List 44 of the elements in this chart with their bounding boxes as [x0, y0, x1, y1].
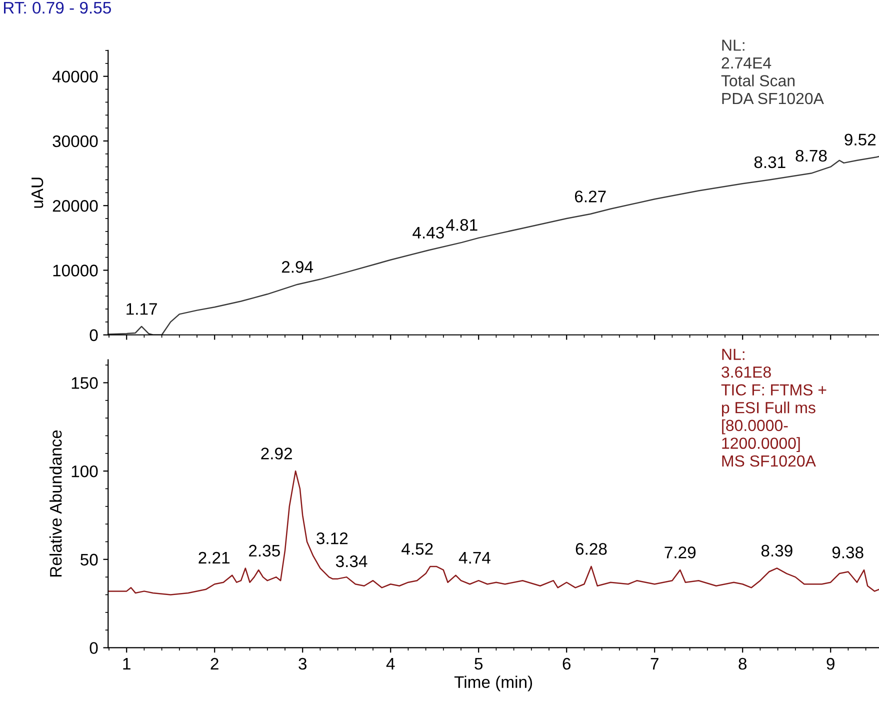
y-tick-label: 100	[72, 465, 98, 478]
annotation: 4.52	[402, 543, 433, 555]
x-tick-label: 1	[123, 658, 130, 670]
annotation: 6.28	[576, 543, 607, 555]
y-tick-label: 0	[90, 329, 98, 342]
y-tick-label: 50	[80, 554, 98, 566]
annotation: 8.31	[754, 156, 786, 168]
annotation: NL: 3.61E8 TIC F: FTMS + p ESI Full ms [80.0000- 1200.0000] MS SF1020A	[721, 348, 826, 467]
text: RT: 0.79 - 9.55	[4, 2, 111, 14]
annotation: 4.74	[458, 552, 490, 564]
annotation: NL: 2.74E4 Total Scan PDA SF1020A	[721, 40, 824, 104]
line-series	[108, 470, 879, 596]
x-tick-label: 2	[210, 658, 218, 670]
annotation: 9.38	[832, 546, 864, 558]
y-tick-label: 10000	[53, 264, 98, 276]
annotation: 7.29	[664, 546, 696, 558]
x-tick-label: 6	[562, 658, 570, 670]
annotation: 1.17	[126, 303, 157, 315]
y-tick-label: 150	[72, 377, 98, 389]
annotation: 6.27	[574, 190, 606, 202]
y-tick-label: 0	[90, 642, 98, 654]
x-tick-label: 3	[298, 658, 306, 670]
annotation: 2.21	[198, 552, 230, 564]
x-tick-label: 4	[386, 658, 395, 670]
y-tick-label: 40000	[52, 70, 98, 83]
annotation: 4.81	[446, 219, 478, 231]
y-tick-label: 20000	[52, 200, 98, 212]
x-tick-label: 7	[650, 658, 658, 670]
annotation: 3.12	[316, 532, 348, 544]
annotation: 2.92	[261, 448, 292, 460]
x-tick-label: 9	[826, 658, 834, 670]
y-axis-title: uAU	[32, 178, 44, 208]
annotation: 3.34	[336, 555, 368, 568]
annotation: 2.94	[282, 261, 314, 273]
y-axis-title: Relative Abundance	[50, 430, 62, 577]
x-tick-label: 8	[738, 658, 747, 670]
x-axis-title: Time (min)	[454, 676, 532, 692]
y-tick-label: 30000	[52, 135, 98, 148]
annotation: 9.52	[844, 134, 876, 146]
x-tick-label: 5	[474, 658, 483, 670]
annotation: 2.35	[249, 544, 280, 557]
annotation: 8.39	[761, 544, 792, 557]
annotation: 8.78	[796, 150, 827, 162]
annotation: 4.43	[412, 226, 444, 239]
